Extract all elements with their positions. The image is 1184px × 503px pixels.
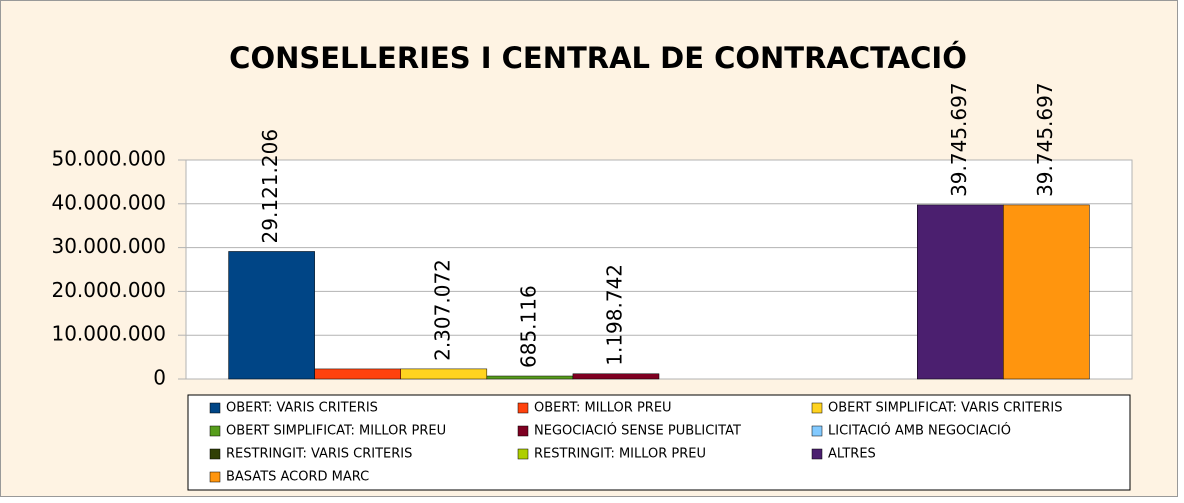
data-label: 39.745.697 — [1033, 82, 1057, 197]
legend-label: OBERT: VARIS CRITERIS — [226, 401, 378, 416]
legend-swatch — [517, 402, 529, 414]
legend-swatch — [209, 402, 221, 414]
legend-swatch — [209, 448, 221, 460]
data-label: 1.198.742 — [602, 264, 626, 366]
bar — [400, 368, 488, 380]
legend-label: RESTRINGIT: VARIS CRITERIS — [226, 447, 412, 462]
y-tick-label: 40.000.000 — [51, 190, 166, 214]
legend-box — [187, 394, 1131, 491]
legend-label: OBERT: MILLOR PREU — [534, 401, 672, 416]
legend-label: ALTRES — [828, 447, 876, 462]
bar — [1003, 204, 1090, 380]
y-tick-label: 50.000.000 — [51, 147, 166, 171]
legend-label: OBERT SIMPLIFICAT: MILLOR PREU — [226, 424, 446, 439]
bar — [917, 204, 1004, 380]
legend-label: NEGOCIACIÓ SENSE PUBLICITAT — [534, 423, 741, 439]
data-label: 685.116 — [516, 285, 540, 368]
chart-title: CONSELLERIES I CENTRAL DE CONTRACTACIÓ — [229, 41, 967, 75]
bar — [314, 368, 401, 380]
y-tick-label: 10.000.000 — [51, 322, 166, 346]
legend-label: BASATS ACORD MARC — [226, 470, 369, 485]
legend-swatch — [209, 425, 221, 437]
legend-swatch — [517, 448, 529, 460]
legend-swatch — [811, 448, 823, 460]
legend-swatch — [811, 402, 823, 414]
legend-swatch — [517, 425, 529, 437]
bar — [572, 373, 660, 380]
legend-label: OBERT SIMPLIFICAT: VARIS CRITERIS — [828, 401, 1062, 416]
bar — [486, 375, 574, 380]
legend-swatch — [209, 471, 221, 483]
data-label: 2.307.072 — [430, 259, 454, 361]
legend-label: LICITACIÓ AMB NEGOCIACIÓ — [828, 423, 1011, 439]
data-label: 29.121.206 — [258, 129, 282, 244]
y-tick-label: 30.000.000 — [51, 234, 166, 258]
legend-label: RESTRINGIT: MILLOR PREU — [534, 447, 706, 462]
y-tick-label: 20.000.000 — [51, 278, 166, 302]
bar — [228, 251, 315, 380]
y-tick-label: 0 — [153, 366, 166, 390]
legend-swatch — [811, 425, 823, 437]
data-label: 39.745.697 — [947, 82, 971, 197]
